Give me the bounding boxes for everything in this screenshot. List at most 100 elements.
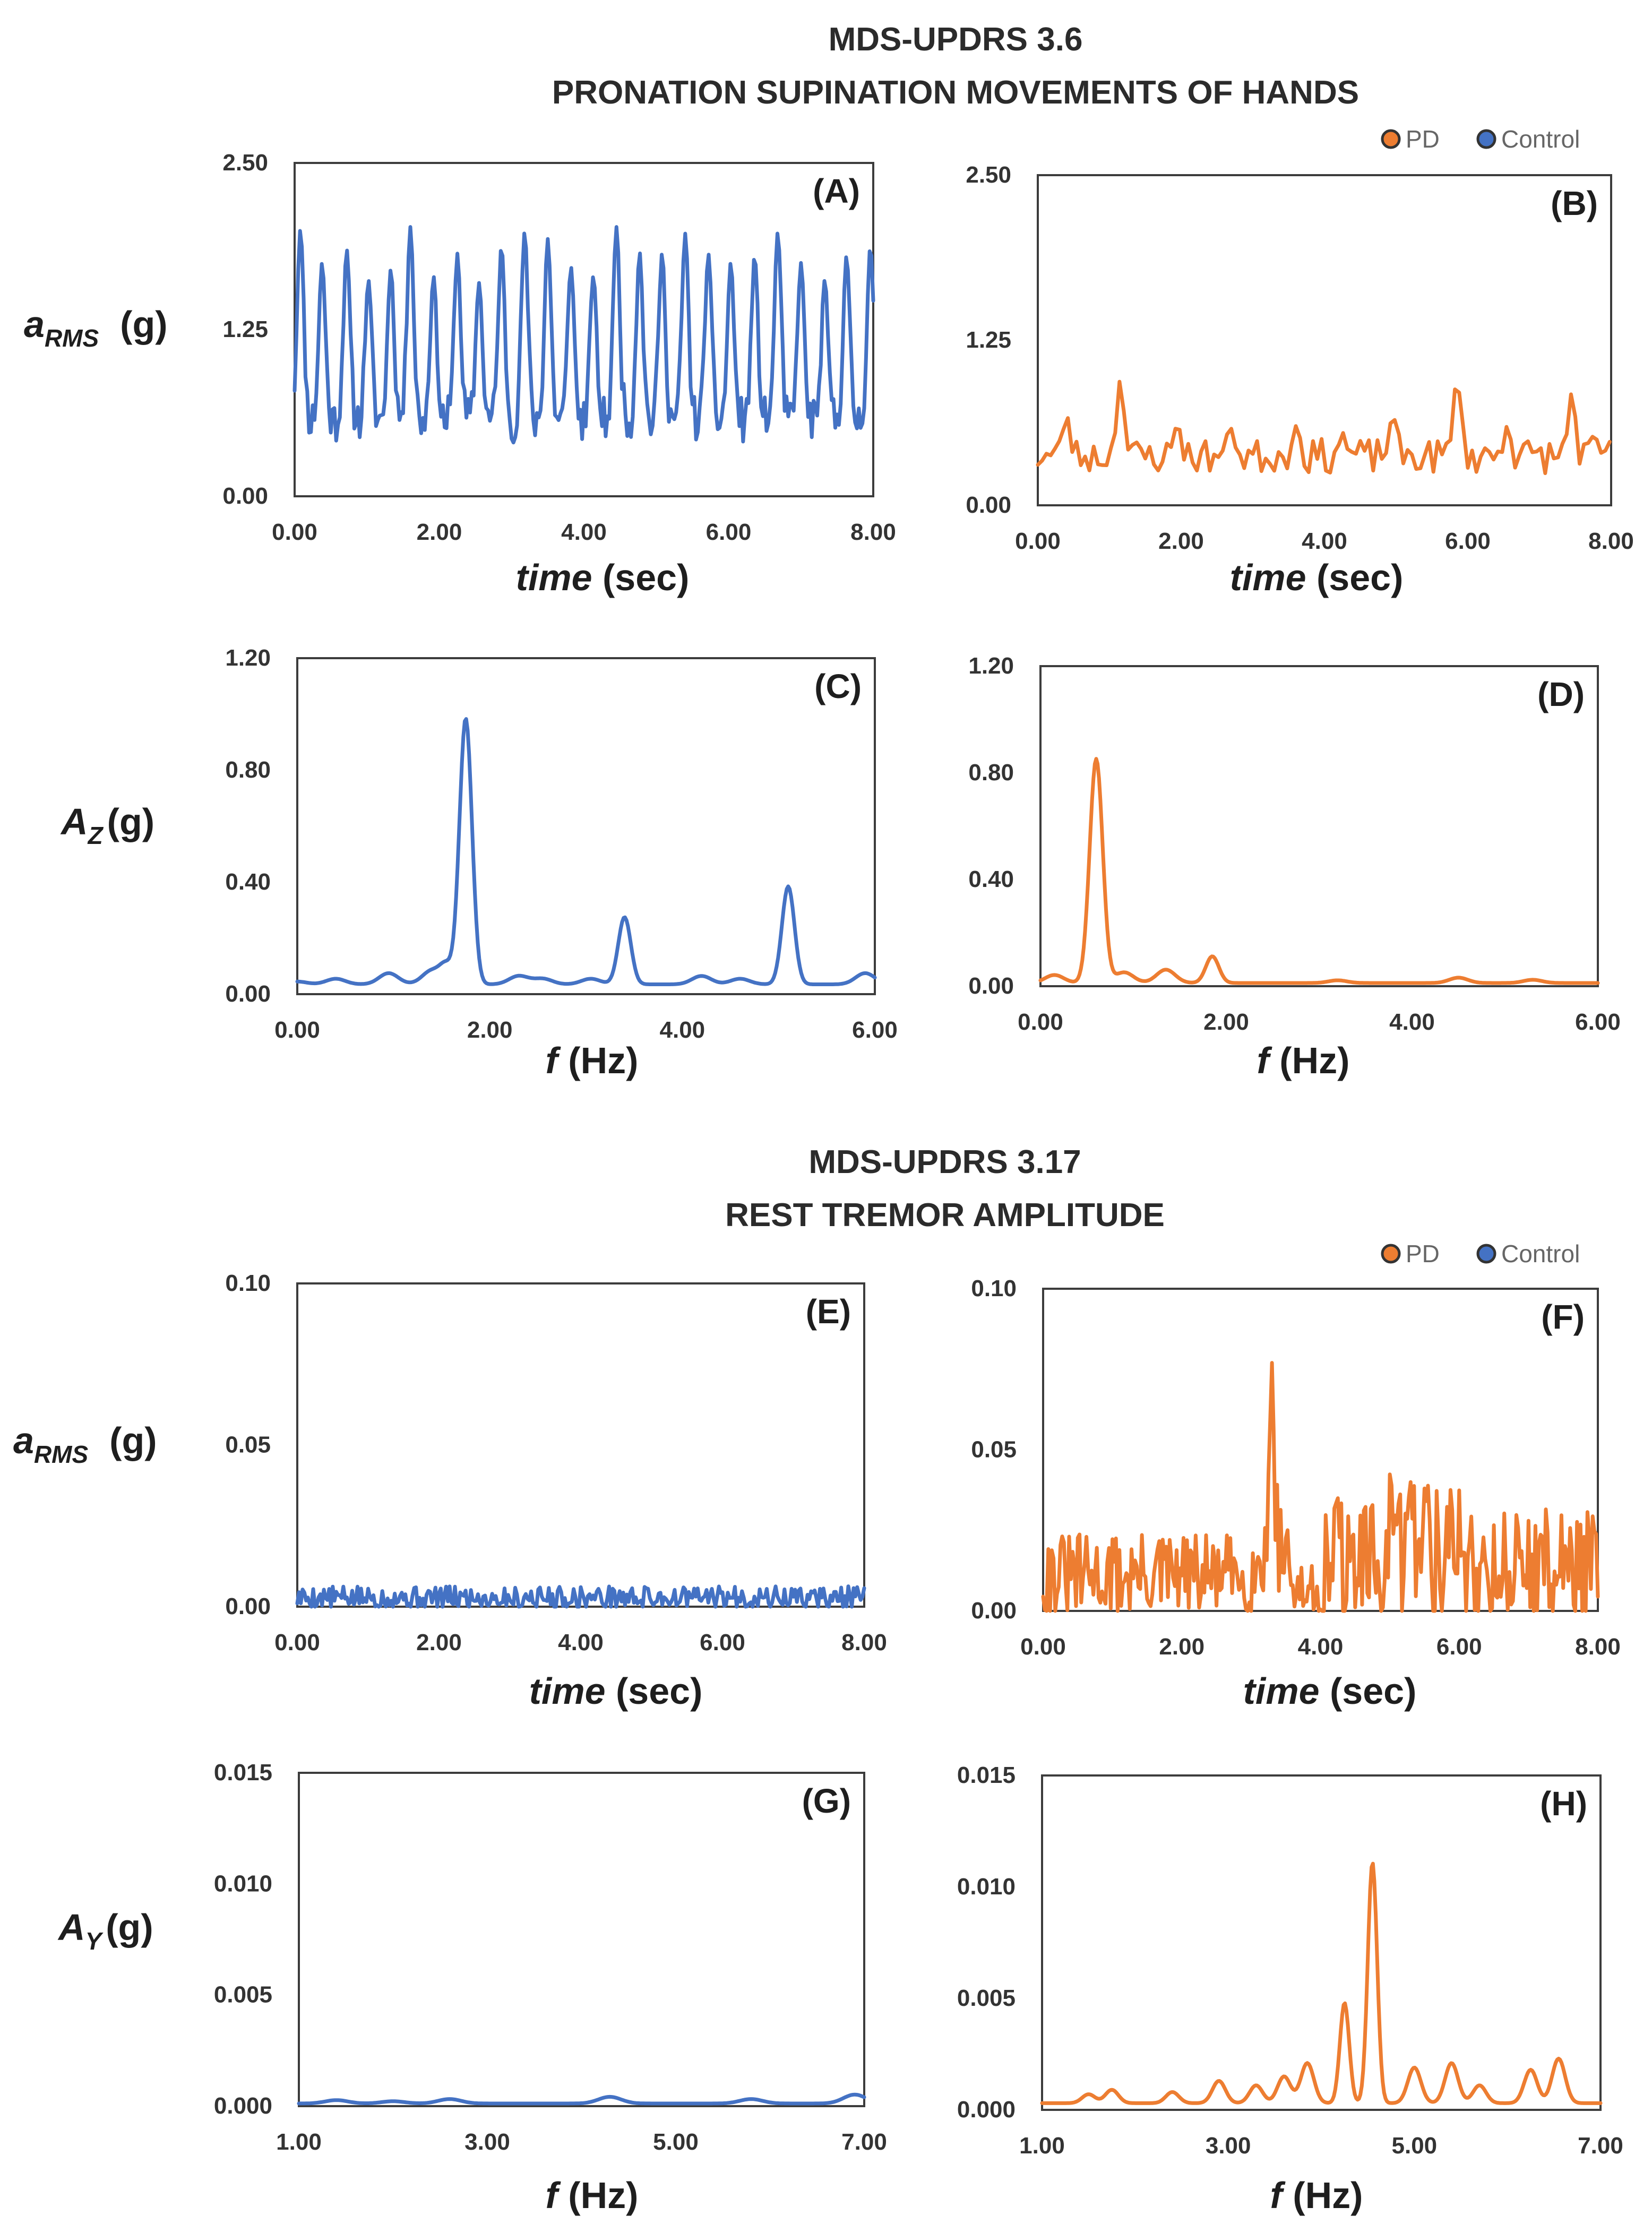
chart-panel-a: (A) 0.00 1.25 2.50 0.00 2.00 4.00 6.00 8.00 bbox=[222, 150, 896, 545]
x-tick-label: 6.00 bbox=[1445, 528, 1491, 554]
x-tick-label: 4.00 bbox=[660, 1017, 705, 1043]
plot-frame-g bbox=[298, 1772, 865, 2107]
y-tick-label: 1.25 bbox=[222, 316, 268, 342]
y-tick-label: 0.40 bbox=[968, 866, 1014, 892]
section-1-title-line1: MDS-UPDRS 3.6 bbox=[829, 21, 1083, 58]
y-tick-label: 0.00 bbox=[971, 1598, 1017, 1624]
x-tick-label: 8.00 bbox=[1588, 528, 1634, 554]
ylabel-az: AZ (g) bbox=[60, 801, 154, 849]
panel-label-b: (B) bbox=[1551, 184, 1598, 222]
chart-panel-e: (E) 0.00 0.05 0.10 0.00 2.00 4.00 6.00 8.00 bbox=[225, 1270, 887, 1656]
legend-pd-marker bbox=[1381, 129, 1401, 149]
y-tick-label: 0.05 bbox=[225, 1432, 271, 1458]
panel-label-h: (H) bbox=[1540, 1784, 1587, 1823]
y-tick-label: 1.20 bbox=[968, 653, 1014, 679]
x-tick-label: 7.00 bbox=[1578, 2133, 1623, 2159]
y-tick-label: 0.10 bbox=[225, 1270, 271, 1296]
ylabel-a-rms-2: aRMS (g) bbox=[13, 1420, 157, 1468]
series-line-control bbox=[292, 225, 875, 445]
legend-control-marker bbox=[1476, 1244, 1496, 1264]
xlabel-time-a: time (sec) bbox=[516, 557, 690, 598]
chart-panel-f: (F) 0.00 0.05 0.10 0.00 2.00 4.00 6.00 8.00 bbox=[971, 1275, 1620, 1660]
x-tick-label: 6.00 bbox=[706, 519, 752, 545]
x-tick-label: 4.00 bbox=[1298, 1634, 1344, 1660]
chart-panel-b: (B) 0.00 1.25 2.50 0.00 2.00 4.00 6.00 8.00 bbox=[966, 162, 1633, 554]
series-line-pd bbox=[1036, 380, 1612, 475]
xlabel-freq-c: f (Hz) bbox=[546, 1040, 639, 1081]
y-tick-label: 0.015 bbox=[214, 1760, 272, 1786]
x-tick-label: 8.00 bbox=[841, 1630, 887, 1656]
y-tick-label: 0.010 bbox=[214, 1870, 272, 1896]
x-tick-label: 0.00 bbox=[274, 1630, 320, 1656]
series-line-pd bbox=[1040, 1861, 1603, 2105]
plot-frame-b bbox=[1037, 174, 1612, 506]
legend-pd-label: PD bbox=[1406, 125, 1440, 153]
series-line-pd bbox=[1041, 1361, 1600, 1613]
xlabel-freq-g: f (Hz) bbox=[546, 2175, 639, 2216]
y-tick-label: 0.010 bbox=[957, 1874, 1016, 1900]
y-tick-label: 0.05 bbox=[971, 1437, 1017, 1463]
y-tick-label: 0.80 bbox=[968, 760, 1014, 786]
x-tick-label: 6.00 bbox=[852, 1017, 898, 1043]
y-tick-label: 2.50 bbox=[966, 162, 1011, 188]
ylabel-ay: AY (g) bbox=[57, 1907, 153, 1955]
x-tick-label: 5.00 bbox=[1392, 2133, 1438, 2159]
x-tick-label: 3.00 bbox=[464, 2129, 510, 2155]
section-2-title-line1: MDS-UPDRS 3.17 bbox=[808, 1144, 1081, 1180]
chart-panels: (A) 0.00 1.25 2.50 0.00 2.00 4.00 6.00 8.00 (B) 0.… bbox=[214, 150, 1634, 2159]
x-tick-label: 0.00 bbox=[274, 1017, 320, 1043]
plot-frame-e bbox=[296, 1282, 865, 1608]
x-tick-label: 2.00 bbox=[1159, 1634, 1204, 1660]
x-tick-label: 2.00 bbox=[417, 519, 462, 545]
y-tick-label: 0.10 bbox=[971, 1275, 1017, 1301]
panel-label-c: (C) bbox=[814, 667, 862, 705]
y-tick-label: 2.50 bbox=[222, 150, 268, 176]
x-tick-label: 2.00 bbox=[467, 1017, 513, 1043]
y-tick-label: 0.00 bbox=[968, 973, 1014, 999]
x-tick-label: 1.00 bbox=[276, 2129, 322, 2155]
legend-pd-marker bbox=[1381, 1244, 1401, 1264]
y-tick-label: 1.25 bbox=[966, 327, 1011, 353]
xlabel-freq-d: f (Hz) bbox=[1257, 1040, 1350, 1081]
x-tick-label: 2.00 bbox=[1203, 1009, 1249, 1035]
panel-label-g: (G) bbox=[802, 1782, 851, 1820]
x-tick-label: 8.00 bbox=[850, 519, 896, 545]
y-tick-label: 0.00 bbox=[222, 483, 268, 509]
x-tick-label: 6.00 bbox=[700, 1630, 745, 1656]
x-tick-label: 0.00 bbox=[1015, 528, 1061, 554]
chart-panel-h: (H) 0.000 0.005 0.010 0.015 1.00 3.00 5.00 7.00 bbox=[957, 1762, 1623, 2159]
ylabel-a-rms-1: aRMS (g) bbox=[24, 304, 168, 352]
panel-label-f: (F) bbox=[1541, 1298, 1585, 1336]
legend-pd-label: PD bbox=[1406, 1240, 1440, 1268]
y-tick-label: 0.015 bbox=[957, 1762, 1016, 1788]
x-tick-label: 5.00 bbox=[653, 2129, 699, 2155]
legend-1: PD Control bbox=[1381, 125, 1580, 153]
x-tick-label: 6.00 bbox=[1575, 1009, 1621, 1035]
panel-label-e: (E) bbox=[806, 1292, 851, 1331]
y-tick-label: 0.00 bbox=[225, 1593, 271, 1619]
x-tick-label: 2.00 bbox=[416, 1630, 462, 1656]
legend-2: PD Control bbox=[1381, 1240, 1580, 1268]
legend-control-marker bbox=[1476, 129, 1496, 149]
x-tick-label: 8.00 bbox=[1575, 1634, 1621, 1660]
y-tick-label: 0.005 bbox=[957, 1985, 1016, 2011]
y-tick-label: 0.80 bbox=[225, 757, 271, 783]
x-tick-label: 1.00 bbox=[1019, 2133, 1065, 2159]
xlabel-time-f: time (sec) bbox=[1243, 1670, 1417, 1712]
series-line-control bbox=[295, 717, 877, 986]
x-tick-label: 0.00 bbox=[272, 519, 317, 545]
y-tick-label: 0.000 bbox=[957, 2097, 1016, 2123]
x-tick-label: 2.00 bbox=[1158, 528, 1204, 554]
y-tick-label: 0.000 bbox=[214, 2093, 272, 2119]
section-2-title-line2: REST TREMOR AMPLITUDE bbox=[725, 1197, 1165, 1234]
series-line-control bbox=[295, 1584, 866, 1609]
series-line-pd bbox=[1038, 757, 1600, 985]
y-tick-label: 0.40 bbox=[225, 869, 271, 895]
x-tick-label: 6.00 bbox=[1436, 1634, 1482, 1660]
legend-control-label: Control bbox=[1501, 1240, 1580, 1268]
chart-panel-c: (C) 0.00 0.40 0.80 1.20 0.00 2.00 4.00 6.00 bbox=[225, 645, 897, 1043]
legend-control-label: Control bbox=[1501, 125, 1580, 153]
chart-panel-g: (G) 0.000 0.005 0.010 0.015 1.00 3.00 5.00 7.00 bbox=[214, 1760, 887, 2155]
y-tick-label: 0.00 bbox=[966, 492, 1011, 518]
